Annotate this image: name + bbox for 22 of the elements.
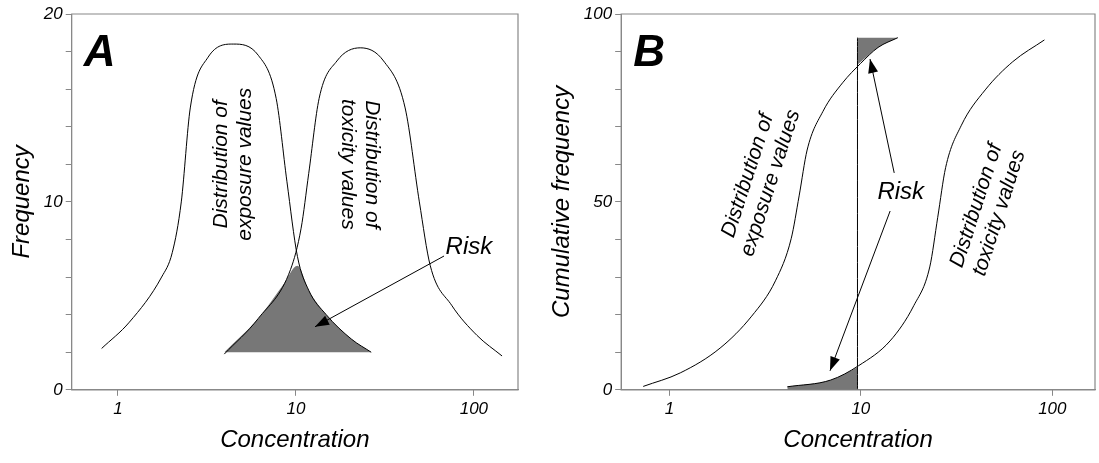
y-tick-label: 10 xyxy=(43,191,64,211)
x-tick-label: 100 xyxy=(1038,398,1068,418)
x-axis-title: Concentration xyxy=(783,425,933,453)
x-tick-label: 100 xyxy=(459,398,489,418)
y-tick-label: 0 xyxy=(53,379,64,399)
y-tick-label: 50 xyxy=(593,191,613,211)
y-tick-label: 100 xyxy=(583,3,613,23)
y-tick-label: 20 xyxy=(42,3,64,23)
text: Distribution of toxicity values xyxy=(338,98,386,231)
annotation: A xyxy=(82,26,116,76)
text: Distribution of exposure values xyxy=(208,87,256,241)
y-axis-title: Cumulative frequency xyxy=(547,83,575,318)
annotation: Risk xyxy=(877,177,927,205)
y-tick-label: 0 xyxy=(602,379,613,399)
x-tick-label: 10 xyxy=(851,398,871,418)
x-tick-label: 1 xyxy=(113,398,123,418)
annotation: B xyxy=(633,26,665,76)
annotation: Risk xyxy=(445,231,495,259)
y-axis-title: Frequency xyxy=(7,143,35,259)
x-axis-title: Concentration xyxy=(220,425,370,453)
x-tick-label: 10 xyxy=(286,398,306,418)
x-tick-label: 1 xyxy=(664,398,675,418)
